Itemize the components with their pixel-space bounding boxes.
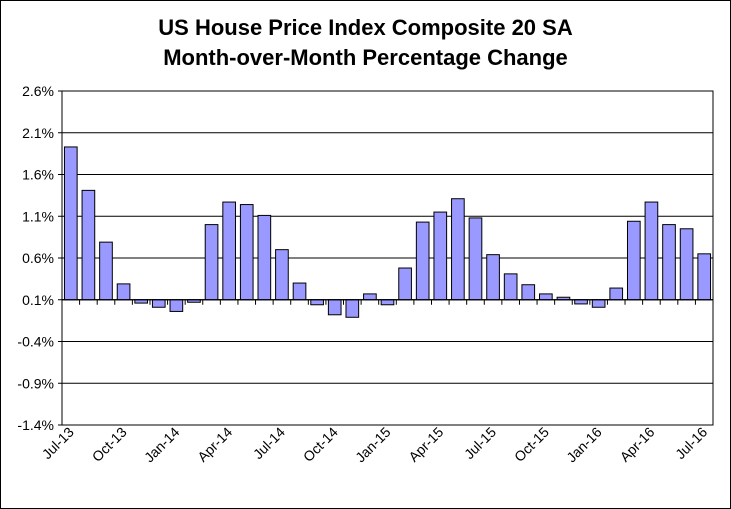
bar — [503, 273, 518, 301]
bar — [626, 220, 641, 301]
bar — [99, 241, 113, 301]
plot-border — [61, 90, 714, 426]
bar — [327, 299, 342, 316]
bar — [310, 299, 324, 306]
bar — [591, 299, 606, 308]
bar — [644, 201, 659, 301]
bar — [662, 224, 676, 301]
x-tick-label: Oct-15 — [511, 424, 552, 465]
chart-title-line-1: US House Price Index Composite 20 SA — [158, 15, 573, 40]
bar — [345, 299, 360, 318]
bar — [363, 293, 377, 301]
bar — [679, 228, 694, 301]
y-tick-label: 2.6% — [22, 83, 54, 99]
bar — [380, 299, 395, 306]
bar — [239, 204, 254, 301]
bar — [398, 267, 412, 301]
x-tick-label: Jul-16 — [672, 424, 710, 462]
bar — [116, 283, 131, 301]
bar — [151, 299, 166, 308]
y-tick-label: 1.6% — [22, 167, 54, 183]
x-tick-label: Jan-16 — [563, 424, 605, 466]
x-tick-label: Apr-14 — [194, 424, 235, 465]
x-tick-label: Oct-14 — [300, 424, 341, 465]
y-tick-label: 2.1% — [22, 125, 54, 141]
bar — [539, 293, 553, 301]
bar — [222, 201, 236, 301]
bar — [81, 189, 96, 301]
bar — [451, 198, 465, 301]
x-tick-label: Apr-16 — [617, 424, 658, 465]
x-tick-label: Jul-15 — [461, 424, 499, 462]
bar — [609, 287, 624, 301]
y-tick-label: -1.4% — [17, 417, 54, 433]
y-tick-label: 1.1% — [22, 208, 54, 224]
bar — [204, 224, 219, 301]
x-tick-label: Jul-14 — [250, 424, 288, 462]
bar — [486, 254, 500, 301]
chart-title-line-2: Month-over-Month Percentage Change — [163, 45, 568, 70]
bar — [521, 284, 536, 301]
bar — [292, 282, 307, 301]
x-tick-label: Apr-15 — [405, 424, 446, 465]
bar — [433, 211, 448, 301]
y-tick-label: -0.9% — [17, 375, 54, 391]
bar — [169, 299, 184, 312]
y-tick-label: 0.6% — [22, 250, 54, 266]
y-tick-label: 0.1% — [22, 292, 54, 308]
bar — [574, 299, 588, 305]
bar — [275, 249, 289, 301]
bar — [63, 146, 78, 301]
bar — [468, 217, 483, 301]
bar — [415, 221, 430, 301]
bar — [257, 214, 272, 301]
x-tick-label: Jan-14 — [141, 424, 183, 466]
bar — [697, 253, 712, 301]
x-tick-label: Oct-13 — [89, 424, 130, 465]
x-tick-label: Jan-15 — [352, 424, 394, 466]
y-tick-label: -0.4% — [17, 334, 54, 350]
